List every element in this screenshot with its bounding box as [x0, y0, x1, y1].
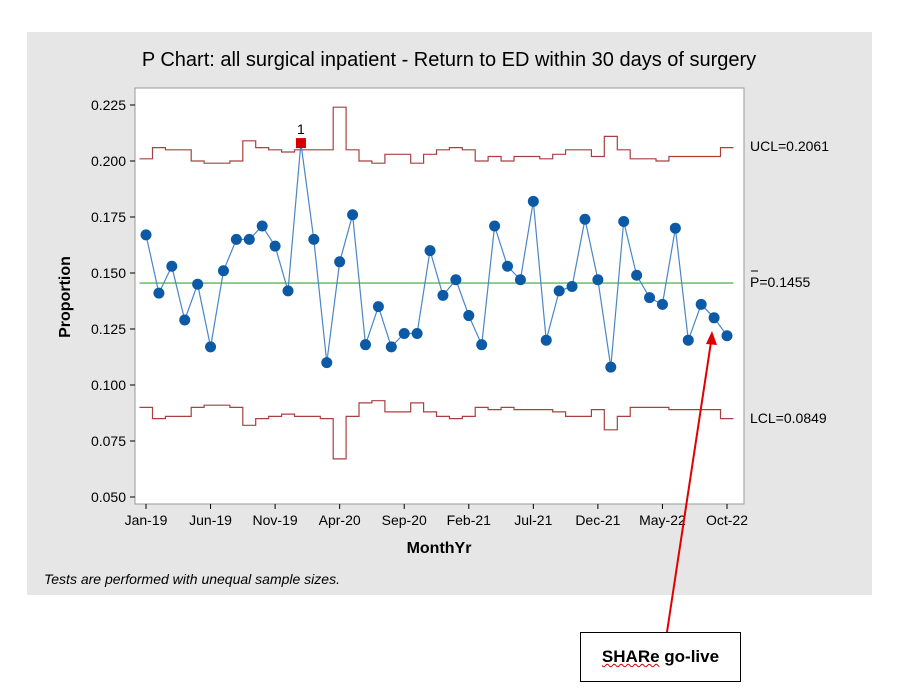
- data-point: [347, 209, 359, 221]
- y-tick-label: 0.125: [91, 321, 126, 337]
- x-tick-label: May-22: [639, 512, 686, 528]
- y-tick-label: 0.225: [91, 97, 126, 113]
- data-point: [205, 341, 217, 353]
- x-tick-label: Jun-19: [189, 512, 232, 528]
- data-point: [592, 274, 604, 286]
- data-point: [153, 287, 165, 299]
- y-tick-label: 0.200: [91, 153, 126, 169]
- data-point: [424, 245, 436, 257]
- y-axis-title: Proportion: [57, 256, 74, 338]
- data-point: [372, 301, 384, 313]
- ucl-line: [139, 106, 734, 164]
- callout-text-rest: go-live: [659, 647, 720, 666]
- data-point: [166, 260, 178, 272]
- x-tick-label: Sep-20: [382, 512, 427, 528]
- x-axis-title: MonthYr: [407, 540, 472, 557]
- data-series: 1: [140, 121, 733, 373]
- flag-label: 1: [297, 121, 305, 137]
- y-axis: 0.050 0.075 0.100 0.125 0.150 0.175 0.200 0.225: [91, 97, 135, 505]
- data-point: [359, 339, 371, 351]
- y-tick-label: 0.175: [91, 209, 126, 225]
- data-point: [618, 215, 630, 227]
- flagged-point: [295, 138, 306, 149]
- p-chart: P Chart: all surgical inpatient - Return…: [44, 49, 829, 587]
- y-tick-label: 0.100: [91, 377, 126, 393]
- x-tick-label: Apr-20: [319, 512, 361, 528]
- callout-box: SHARe go-live: [580, 632, 741, 682]
- data-point: [695, 298, 707, 310]
- x-tick-label: Feb-21: [447, 512, 492, 528]
- data-point: [502, 260, 514, 272]
- data-point: [450, 274, 462, 286]
- chart-title: P Chart: all surgical inpatient - Return…: [142, 49, 756, 71]
- data-point: [644, 292, 656, 304]
- data-point: [669, 222, 681, 234]
- data-point: [334, 256, 346, 268]
- data-point: [192, 278, 204, 290]
- data-point: [437, 289, 449, 301]
- data-point: [527, 195, 539, 207]
- data-point: [514, 274, 526, 286]
- data-point: [553, 285, 565, 297]
- footnote: Tests are performed with unequal sample …: [44, 571, 340, 587]
- control-limits: [139, 106, 734, 460]
- x-tick-label: Jan-19: [125, 512, 168, 528]
- data-point: [385, 341, 397, 353]
- ucl-label: UCL=0.2061: [750, 138, 829, 154]
- data-point: [708, 312, 720, 324]
- data-point: [243, 233, 255, 245]
- data-point: [179, 314, 191, 326]
- data-point: [282, 285, 294, 297]
- data-point: [411, 327, 423, 339]
- lcl-line: [139, 400, 734, 460]
- y-tick-label: 0.150: [91, 265, 126, 281]
- data-point: [579, 213, 591, 225]
- data-point: [217, 265, 229, 277]
- series-line: [145, 143, 728, 368]
- data-point: [656, 298, 668, 310]
- x-tick-label: Dec-21: [575, 512, 620, 528]
- x-tick-label: Jul-21: [514, 512, 552, 528]
- x-tick-label: Nov-19: [253, 512, 298, 528]
- lcl-label: LCL=0.0849: [750, 410, 827, 426]
- data-point: [321, 357, 333, 369]
- chart-panel: P Chart: all surgical inpatient - Return…: [27, 32, 872, 595]
- data-point: [269, 240, 281, 252]
- data-point: [140, 229, 152, 241]
- data-point: [463, 310, 475, 322]
- data-point: [631, 269, 643, 281]
- data-point: [256, 220, 268, 232]
- callout-text: SHARe go-live: [602, 647, 719, 667]
- data-point: [398, 327, 410, 339]
- y-tick-label: 0.075: [91, 433, 126, 449]
- data-point: [721, 330, 733, 342]
- y-tick-label: 0.050: [91, 489, 126, 505]
- data-point: [230, 233, 242, 245]
- data-point: [489, 220, 501, 232]
- data-point: [476, 339, 488, 351]
- callout-text-squiggle: SHARe: [601, 647, 660, 666]
- data-point: [308, 233, 320, 245]
- data-point: [566, 280, 578, 292]
- center-line-label: P=0.1455: [750, 274, 811, 290]
- x-axis: Jan-19 Jun-19 Nov-19 Apr-20 Sep-20 Feb-21 Jul-…: [125, 504, 748, 528]
- data-point: [605, 361, 617, 373]
- data-point: [682, 334, 694, 346]
- x-tick-label: Oct-22: [706, 512, 748, 528]
- data-point: [540, 334, 552, 346]
